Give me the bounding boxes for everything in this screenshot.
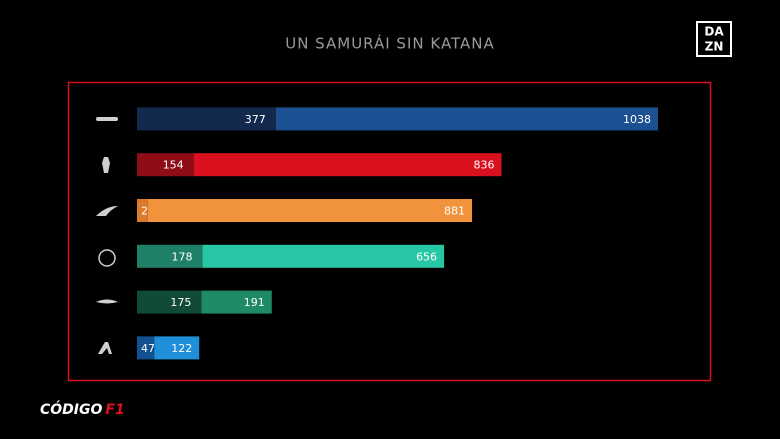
logo-text: DA [704, 25, 724, 39]
bar-segment [137, 244, 203, 268]
bar-segment [154, 336, 200, 360]
bar-segment [137, 107, 276, 131]
team-icon [98, 342, 112, 354]
logo-text: ZN [705, 40, 724, 54]
team-icons [96, 117, 118, 354]
team-icon [96, 206, 118, 216]
value-label: 881 [444, 205, 465, 218]
value-label: 377 [245, 113, 266, 126]
logo-frame [696, 21, 732, 57]
value-label: 122 [171, 342, 192, 355]
value-label: 175 [170, 296, 191, 309]
chart-title: UN SAMURÁI SIN KATANA [285, 34, 495, 53]
footer-main: CÓDIGO [40, 400, 102, 418]
team-icon [96, 299, 118, 304]
bar-segment [137, 199, 148, 222]
bar-segment [137, 336, 155, 360]
team-icon [98, 249, 116, 267]
bar-segment [202, 244, 445, 268]
team-icon [96, 117, 118, 121]
team-icon [102, 157, 110, 173]
value-label: 178 [172, 250, 193, 263]
bar-segment [137, 290, 202, 314]
bar-segment [201, 290, 272, 314]
value-label: 1038 [623, 113, 651, 126]
bar-segment [147, 199, 473, 222]
bar-segment [137, 153, 194, 177]
footer-text: CÓDIGO F1 [40, 400, 125, 418]
bar-segment [275, 107, 658, 131]
frame [67, 81, 712, 382]
brand-logo: DA ZN [696, 21, 732, 57]
value-label: 47 [141, 342, 155, 355]
value-label: 836 [474, 159, 495, 172]
value-label: 154 [163, 159, 184, 172]
footer-accent: F1 [105, 402, 124, 418]
value-label: 191 [244, 296, 265, 309]
value-label: 656 [416, 250, 437, 263]
bar-segment [193, 153, 502, 177]
